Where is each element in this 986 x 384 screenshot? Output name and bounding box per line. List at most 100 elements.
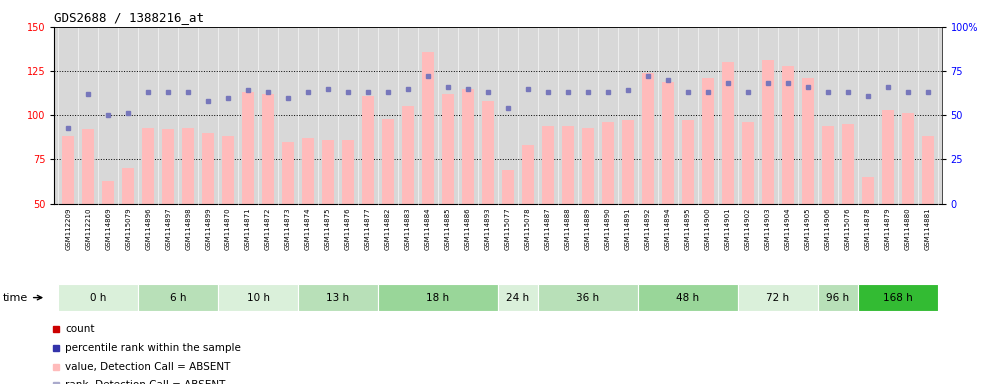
- Bar: [82, 129, 95, 204]
- Bar: [222, 136, 234, 204]
- Bar: [762, 60, 774, 204]
- Bar: [442, 94, 454, 204]
- Text: GSM114898: GSM114898: [185, 208, 191, 250]
- Text: GSM114890: GSM114890: [604, 208, 611, 250]
- Bar: [103, 180, 114, 204]
- Bar: [58, 284, 138, 311]
- Text: rank, Detection Call = ABSENT: rank, Detection Call = ABSENT: [65, 381, 226, 384]
- Bar: [502, 170, 514, 204]
- Text: GSM114877: GSM114877: [365, 208, 371, 250]
- Bar: [362, 96, 374, 204]
- Text: GSM114892: GSM114892: [645, 208, 651, 250]
- Text: GSM114872: GSM114872: [265, 208, 271, 250]
- Bar: [122, 168, 134, 204]
- Bar: [538, 284, 638, 311]
- Bar: [243, 92, 254, 204]
- Text: GSM115078: GSM115078: [525, 208, 530, 250]
- Bar: [642, 73, 654, 204]
- Text: GSM114869: GSM114869: [106, 208, 111, 250]
- Text: 18 h: 18 h: [426, 293, 450, 303]
- Bar: [802, 78, 813, 204]
- Text: GSM114891: GSM114891: [625, 208, 631, 250]
- Text: GSM114893: GSM114893: [485, 208, 491, 250]
- Text: 168 h: 168 h: [882, 293, 912, 303]
- Bar: [862, 177, 874, 204]
- Bar: [622, 121, 634, 204]
- Bar: [142, 127, 154, 204]
- Bar: [821, 126, 834, 204]
- Bar: [302, 138, 315, 204]
- Text: GDS2688 / 1388216_at: GDS2688 / 1388216_at: [54, 12, 204, 25]
- Bar: [582, 127, 594, 204]
- Text: GSM114895: GSM114895: [685, 208, 691, 250]
- Bar: [262, 94, 274, 204]
- Text: GSM114883: GSM114883: [405, 208, 411, 250]
- Bar: [422, 51, 434, 204]
- Text: GSM114871: GSM114871: [246, 208, 251, 250]
- Text: GSM114880: GSM114880: [904, 208, 911, 250]
- Text: GSM114894: GSM114894: [665, 208, 670, 250]
- Bar: [901, 113, 914, 204]
- Text: value, Detection Call = ABSENT: value, Detection Call = ABSENT: [65, 362, 231, 372]
- Text: GSM114876: GSM114876: [345, 208, 351, 250]
- Bar: [842, 124, 854, 204]
- Text: GSM114881: GSM114881: [925, 208, 931, 250]
- Bar: [817, 284, 858, 311]
- Bar: [881, 110, 893, 204]
- Text: 36 h: 36 h: [576, 293, 599, 303]
- Bar: [218, 284, 298, 311]
- Text: 24 h: 24 h: [507, 293, 529, 303]
- Bar: [662, 82, 673, 204]
- Bar: [378, 284, 498, 311]
- Text: GSM114875: GSM114875: [325, 208, 331, 250]
- Text: GSM112210: GSM112210: [85, 208, 92, 250]
- Text: GSM114887: GSM114887: [545, 208, 551, 250]
- Text: GSM115077: GSM115077: [505, 208, 511, 250]
- Bar: [402, 106, 414, 204]
- Bar: [182, 127, 194, 204]
- Text: GSM114904: GSM114904: [785, 208, 791, 250]
- Text: 72 h: 72 h: [766, 293, 790, 303]
- Text: GSM114901: GSM114901: [725, 208, 731, 250]
- Text: GSM114905: GSM114905: [805, 208, 810, 250]
- Bar: [322, 140, 334, 204]
- Text: GSM114906: GSM114906: [824, 208, 831, 250]
- Text: GSM114882: GSM114882: [385, 208, 391, 250]
- Bar: [62, 136, 74, 204]
- Text: GSM114873: GSM114873: [285, 208, 291, 250]
- Text: GSM114884: GSM114884: [425, 208, 431, 250]
- Text: GSM114900: GSM114900: [705, 208, 711, 250]
- Bar: [482, 101, 494, 204]
- Text: GSM115076: GSM115076: [845, 208, 851, 250]
- Text: GSM114879: GSM114879: [884, 208, 890, 250]
- Text: 10 h: 10 h: [246, 293, 269, 303]
- Bar: [382, 119, 394, 204]
- Bar: [638, 284, 738, 311]
- Text: GSM114899: GSM114899: [205, 208, 211, 250]
- Bar: [162, 129, 175, 204]
- Bar: [282, 142, 294, 204]
- Bar: [562, 126, 574, 204]
- Text: percentile rank within the sample: percentile rank within the sample: [65, 343, 242, 353]
- Bar: [138, 284, 218, 311]
- Text: count: count: [65, 324, 95, 334]
- Text: 48 h: 48 h: [676, 293, 699, 303]
- Text: time: time: [3, 293, 41, 303]
- Bar: [298, 284, 378, 311]
- Bar: [681, 121, 694, 204]
- Bar: [922, 136, 934, 204]
- Bar: [542, 126, 554, 204]
- Bar: [722, 62, 734, 204]
- Text: 0 h: 0 h: [90, 293, 106, 303]
- Text: GSM114888: GSM114888: [565, 208, 571, 250]
- Bar: [858, 284, 938, 311]
- Text: GSM114870: GSM114870: [225, 208, 231, 250]
- Bar: [462, 89, 474, 204]
- Bar: [342, 140, 354, 204]
- Bar: [202, 133, 214, 204]
- Text: 6 h: 6 h: [170, 293, 186, 303]
- Text: GSM114874: GSM114874: [305, 208, 311, 250]
- Bar: [738, 284, 817, 311]
- Bar: [702, 78, 714, 204]
- Text: GSM114878: GSM114878: [865, 208, 871, 250]
